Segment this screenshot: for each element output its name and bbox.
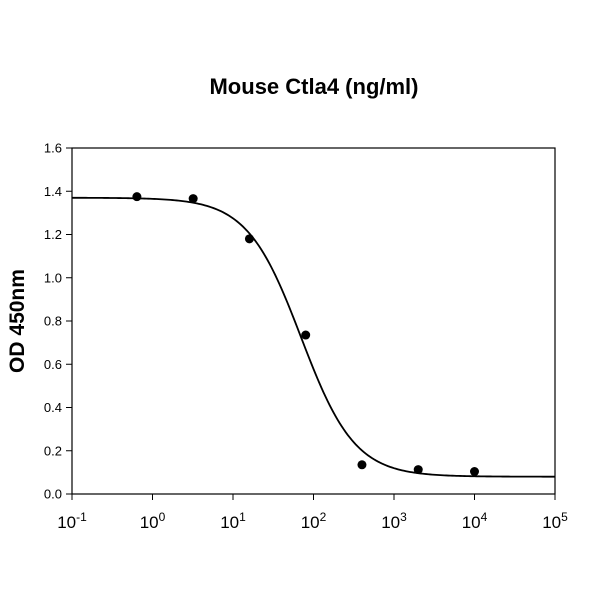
data-point xyxy=(470,467,479,477)
y-tick-label: 1.0 xyxy=(44,270,62,285)
x-tick-label: 102 xyxy=(301,510,327,532)
y-tick-label: 0.0 xyxy=(44,487,62,502)
y-tick-label: 0.2 xyxy=(44,443,62,458)
x-tick-label: 100 xyxy=(140,510,166,532)
data-point xyxy=(357,460,367,470)
data-point xyxy=(413,465,423,475)
y-tick-label: 1.2 xyxy=(44,227,62,242)
data-points xyxy=(132,192,479,477)
plot-frame xyxy=(71,147,556,495)
x-tick-label: 101 xyxy=(220,510,246,532)
x-tick-label: 103 xyxy=(381,510,407,532)
y-axis: 0.0 0.2 0.4 0.6 0.8 1.0 1.2 1.4 1.6 xyxy=(44,141,72,502)
y-tick-label: 1.6 xyxy=(44,141,62,156)
x-tick-label: 104 xyxy=(462,510,488,532)
y-tick-label: 1.4 xyxy=(44,184,62,199)
x-tick-label: 10-1 xyxy=(57,510,87,532)
fit-curve xyxy=(71,196,555,478)
data-point xyxy=(132,192,142,202)
x-tick-label: 105 xyxy=(542,510,568,532)
y-tick-label: 0.6 xyxy=(44,357,62,372)
data-point xyxy=(188,194,198,204)
data-point xyxy=(301,330,311,340)
chart-title: Mouse Ctla4 (ng/ml) xyxy=(209,74,418,99)
y-tick-label: 0.4 xyxy=(44,400,62,415)
y-axis-label: OD 450nm xyxy=(6,269,29,373)
x-axis: 10-1 100 101 102 103 104 105 xyxy=(57,494,568,532)
y-tick-label: 0.8 xyxy=(44,314,62,329)
data-point xyxy=(244,234,254,244)
